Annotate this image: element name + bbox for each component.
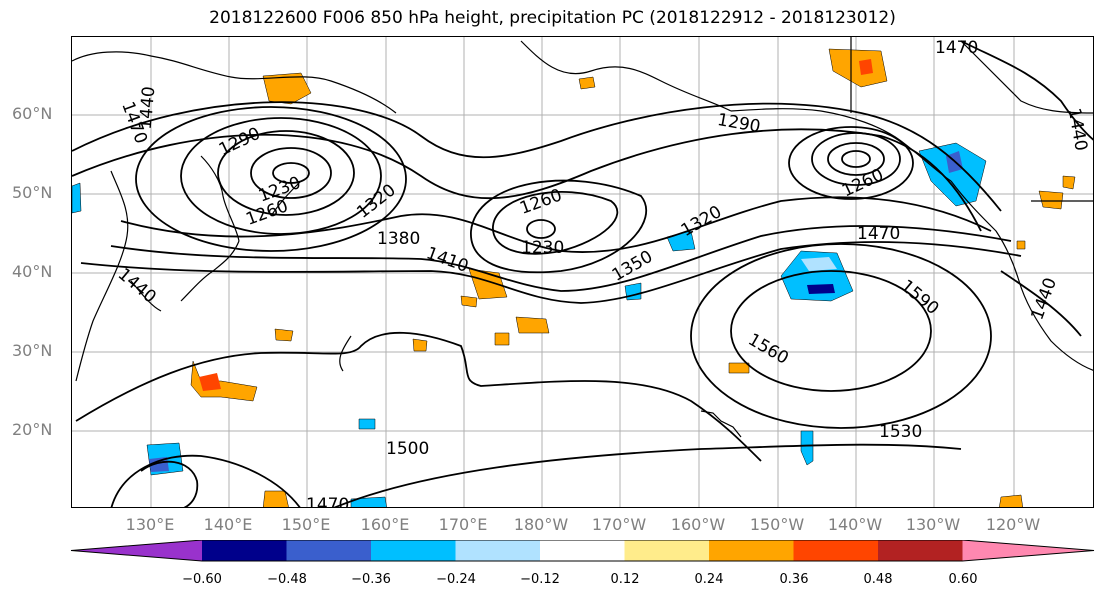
lat-label-20n: 20°N xyxy=(12,420,53,439)
contour-label: 1470 xyxy=(935,38,978,58)
contour-label: 1590 xyxy=(897,276,943,319)
contour-label: 1530 xyxy=(879,422,922,442)
lon-label-130w: 130°W xyxy=(905,515,961,534)
colorbar-tick-label: 0.12 xyxy=(610,572,640,587)
colorbar-box xyxy=(709,540,794,561)
colorbar-extend-min xyxy=(71,540,202,561)
lat-label-30n: 30°N xyxy=(12,341,53,360)
contour-label: 1560 xyxy=(744,330,791,369)
lon-label-150e: 150°E xyxy=(281,515,331,534)
lat-label-40n: 40°N xyxy=(12,262,53,281)
contour-label: 1320 xyxy=(678,202,725,241)
colorbar-box xyxy=(371,540,456,561)
lon-label-150w: 150°W xyxy=(749,515,805,534)
colorbar-outline xyxy=(70,540,1095,562)
colorbar-box xyxy=(455,540,540,561)
colorbar-tick-label: 0.60 xyxy=(948,572,978,587)
colorbar-tick-label: −0.36 xyxy=(351,572,391,587)
lon-label-140w: 140°W xyxy=(827,515,883,534)
precip-shading xyxy=(72,48,1076,507)
lon-label-170e: 170°E xyxy=(438,515,488,534)
map-svg: 1470 1440 1290 1230 1260 1320 1380 1410 … xyxy=(72,37,1093,508)
lon-label-140e: 140°E xyxy=(203,515,253,534)
contour-label: 1380 xyxy=(377,229,420,249)
colorbar-boxes xyxy=(70,540,1095,562)
colorbar-extend-max xyxy=(962,540,1094,561)
colorbar-tick-label: −0.24 xyxy=(436,572,476,587)
lon-label-170w: 170°W xyxy=(591,515,647,534)
colorbar-box xyxy=(286,540,371,561)
colorbar-tick-label: −0.12 xyxy=(520,572,560,587)
contour-label: 1320 xyxy=(353,180,399,222)
lon-label-130e: 130°E xyxy=(125,515,175,534)
colorbar-tick-label: −0.48 xyxy=(267,572,307,587)
lon-label-180w: 180°W xyxy=(513,515,569,534)
contour-label: 1230 xyxy=(521,238,564,258)
lon-label-160e: 160°E xyxy=(360,515,410,534)
colorbar-tick-label: 0.24 xyxy=(694,572,724,587)
colorbar-box xyxy=(878,540,963,561)
height-contours xyxy=(72,40,1093,507)
colorbar-box xyxy=(202,540,287,561)
contour-label: 1470 xyxy=(306,495,349,508)
colorbar-box xyxy=(540,540,625,561)
contour-label: 1440 xyxy=(114,264,160,307)
colorbar-box xyxy=(624,540,709,561)
coastlines xyxy=(72,37,1093,438)
map-title: 2018122600 F006 850 hPa height, precipit… xyxy=(209,8,896,28)
lat-label-60n: 60°N xyxy=(12,104,53,123)
contour-label: 1440 xyxy=(136,86,160,131)
lat-label-50n: 50°N xyxy=(12,183,53,202)
contour-label: 1470 xyxy=(857,224,900,244)
colorbar-box xyxy=(793,540,878,561)
contour-label: 1500 xyxy=(386,439,429,459)
colorbar-tick-label: 0.36 xyxy=(779,572,809,587)
colorbar-tick-label: −0.60 xyxy=(182,572,222,587)
colorbar xyxy=(70,540,1095,562)
lon-label-160w: 160°W xyxy=(670,515,726,534)
lon-label-120w: 120°W xyxy=(985,515,1041,534)
contour-label: 1290 xyxy=(716,110,762,137)
map-panel: 1470 1440 1290 1230 1260 1320 1380 1410 … xyxy=(71,36,1094,508)
colorbar-tick-label: 0.48 xyxy=(863,572,893,587)
gridlines xyxy=(72,37,1093,507)
contour-label: 1440 xyxy=(1027,275,1061,322)
